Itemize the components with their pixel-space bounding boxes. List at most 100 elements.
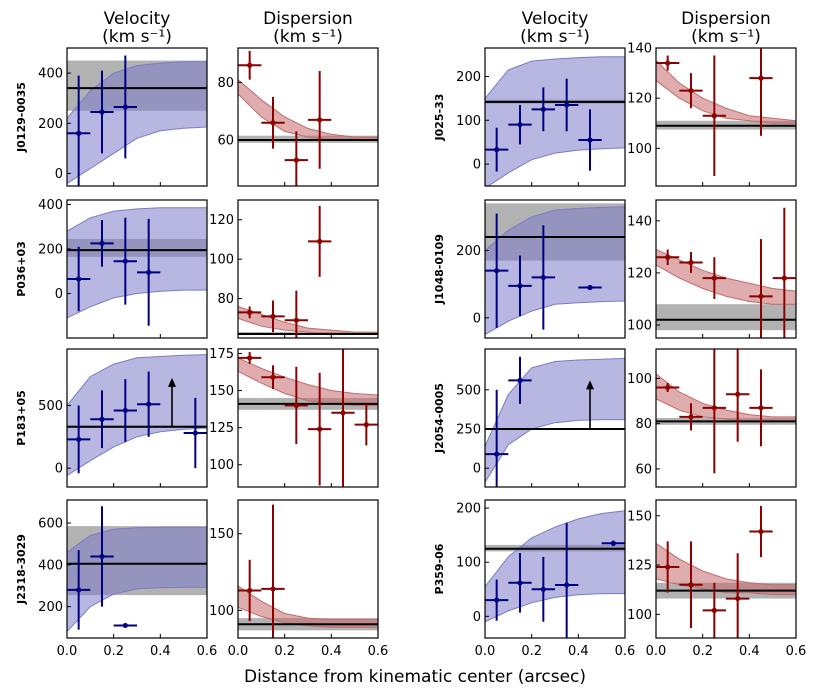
panel-plot-area (67, 55, 207, 186)
data-point (113, 217, 137, 305)
x-tick-label: 0.6 (615, 644, 636, 659)
point-marker (317, 426, 323, 432)
object-label: J0129-0035 (15, 82, 28, 153)
panel-plot-area (485, 510, 625, 638)
data-point (238, 351, 262, 364)
y-tick-label: 0 (473, 311, 481, 326)
panel-plot-area (238, 349, 378, 487)
data-point (508, 255, 532, 317)
data-point (261, 300, 285, 333)
data-point (555, 78, 579, 132)
col-title-dispersion-left-line2: (km s⁻¹) (273, 27, 343, 47)
point-marker (270, 120, 276, 126)
y-tick-label: 100 (627, 142, 652, 157)
data-point (183, 397, 207, 469)
data-point (555, 522, 579, 638)
y-tick-label: 0 (473, 158, 481, 173)
y-tick-label: 80 (217, 76, 234, 91)
lower-limit-arrow (586, 380, 594, 429)
point-marker (293, 317, 299, 323)
y-tick-label: 200 (38, 600, 63, 615)
point-marker (665, 254, 671, 260)
point-marker (247, 62, 253, 68)
point-marker (781, 275, 787, 281)
panel-frame (655, 199, 797, 339)
object-label: J2318-3029 (15, 534, 28, 605)
measured-band (656, 304, 796, 331)
x-tick-label: 0.2 (274, 644, 295, 659)
y-tick-label: 60 (635, 462, 652, 477)
panel-j2054-0005-velocity: 0 250 500 J2054-0005 (433, 348, 626, 488)
data-point (113, 55, 137, 159)
data-point (485, 127, 509, 172)
data-point (508, 553, 532, 613)
panel-frame (237, 47, 379, 187)
point-marker (192, 430, 198, 436)
point-marker (99, 240, 105, 247)
panel-plot-area (656, 207, 796, 338)
point-marker (270, 374, 276, 380)
point-marker (587, 137, 593, 143)
model-band (485, 357, 625, 484)
point-marker (122, 407, 128, 414)
point-marker (688, 259, 694, 266)
panel-j025-33-velocity: 0 100 200 J025-33 (433, 47, 626, 187)
data-point (90, 506, 114, 607)
y-tick-label: 100 (627, 318, 652, 333)
panel-plot-area (67, 506, 207, 633)
data-point (578, 284, 602, 291)
panel-frame (237, 348, 379, 488)
point-marker (122, 258, 128, 264)
panel-plot-area (485, 356, 625, 487)
point-marker (711, 113, 717, 119)
y-tick-label: 100 (627, 372, 652, 387)
data-point (90, 220, 114, 267)
y-tick-label: 400 (38, 558, 63, 573)
point-marker (688, 88, 694, 94)
data-point (726, 553, 750, 638)
point-marker (711, 607, 717, 614)
col-title-velocity-left-line2: (km s⁻¹) (102, 27, 172, 47)
y-tick-label: 150 (209, 384, 234, 399)
point-marker (99, 553, 105, 560)
panel-plot-area (485, 56, 625, 186)
col-title-velocity-right-line2: (km s⁻¹) (520, 27, 590, 47)
model-band (67, 526, 207, 633)
column-titles: Velocity (km s⁻¹) Dispersion (km s⁻¹) Ve… (102, 9, 771, 47)
point-marker (340, 410, 346, 416)
y-tick-label: 200 (38, 242, 63, 257)
x-tick-label: 0.4 (321, 644, 342, 659)
data-point (113, 379, 137, 442)
point-marker (293, 157, 299, 163)
panel-plot-area (238, 50, 378, 186)
data-point (90, 390, 114, 449)
panel-frame (655, 499, 797, 639)
data-point (308, 372, 332, 486)
panel-plot-area (656, 349, 796, 474)
col-title-dispersion-right-line2: (km s⁻¹) (691, 27, 761, 47)
data-point (67, 405, 91, 474)
y-tick-label: 100 (456, 114, 481, 129)
data-point (749, 239, 773, 338)
object-label: P036+03 (15, 241, 28, 297)
data-point (238, 306, 262, 319)
data-point (90, 70, 114, 154)
x-tick-label: 0.0 (475, 644, 496, 659)
panel-j2318-3029-dispersion: 100 150 0.0 0.2 0.4 0.6 (209, 499, 388, 659)
data-point (485, 213, 509, 328)
data-point (772, 207, 796, 338)
y-tick-label: 120 (209, 213, 234, 228)
data-point (702, 55, 726, 176)
point-marker (247, 355, 253, 361)
x-tick-label: 0.2 (103, 644, 124, 659)
point-marker (711, 275, 717, 281)
point-marker (610, 540, 616, 546)
point-marker (711, 405, 717, 411)
data-point (308, 205, 332, 277)
object-label: P183+05 (15, 390, 28, 446)
point-marker (540, 106, 546, 112)
x-tick-label: 0.4 (568, 644, 589, 659)
panel-plot-area (67, 207, 207, 326)
data-point (284, 366, 308, 444)
data-point (531, 556, 555, 622)
